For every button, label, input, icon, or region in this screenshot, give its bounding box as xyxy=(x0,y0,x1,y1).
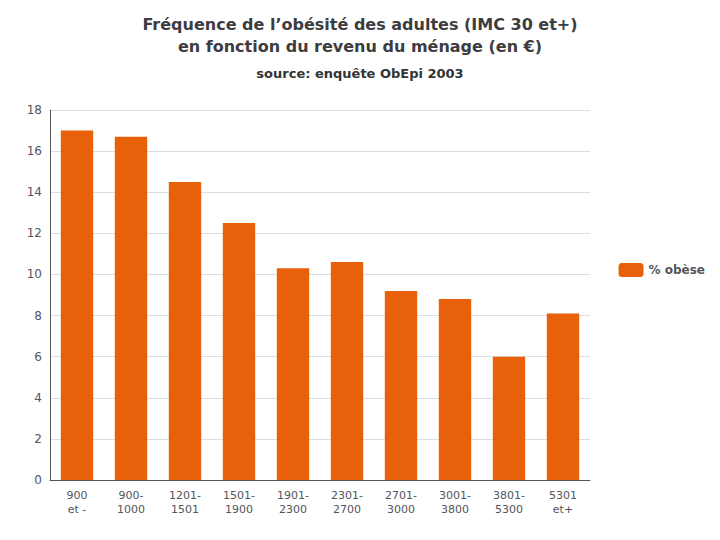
svg-text:6: 6 xyxy=(34,350,42,364)
svg-text:900-: 900- xyxy=(119,489,144,502)
svg-text:2300: 2300 xyxy=(279,503,307,516)
svg-text:1501-: 1501- xyxy=(223,489,255,502)
svg-text:2301-: 2301- xyxy=(331,489,363,502)
svg-text:2701-: 2701- xyxy=(385,489,417,502)
svg-text:1501: 1501 xyxy=(171,503,199,516)
svg-text:1000: 1000 xyxy=(117,503,145,516)
svg-text:1901-: 1901- xyxy=(277,489,309,502)
svg-text:0: 0 xyxy=(34,473,42,487)
svg-text:Fréquence de l’obésité des adu: Fréquence de l’obésité des adultes (IMC … xyxy=(142,15,577,34)
svg-text:2: 2 xyxy=(34,432,42,446)
svg-text:3800: 3800 xyxy=(441,503,469,516)
svg-text:en fonction du revenu du ménag: en fonction du revenu du ménage (en €) xyxy=(178,37,542,56)
svg-text:2700: 2700 xyxy=(333,503,361,516)
svg-text:18: 18 xyxy=(27,103,42,117)
svg-text:8: 8 xyxy=(34,309,42,323)
svg-text:14: 14 xyxy=(27,185,42,199)
svg-text:3801-: 3801- xyxy=(493,489,525,502)
svg-text:10: 10 xyxy=(27,267,42,281)
svg-text:% obèse: % obèse xyxy=(649,263,705,277)
svg-text:5300: 5300 xyxy=(495,503,523,516)
svg-text:1900: 1900 xyxy=(225,503,253,516)
svg-text:et -: et - xyxy=(68,503,87,516)
svg-text:16: 16 xyxy=(27,144,42,158)
svg-text:source: enquête ObEpi 2003: source: enquête ObEpi 2003 xyxy=(256,66,463,81)
svg-text:3000: 3000 xyxy=(387,503,415,516)
svg-text:4: 4 xyxy=(34,391,42,405)
svg-text:et+: et+ xyxy=(553,503,573,516)
svg-text:5301: 5301 xyxy=(549,489,577,502)
svg-text:3001-: 3001- xyxy=(439,489,471,502)
svg-text:1201-: 1201- xyxy=(169,489,201,502)
svg-text:900: 900 xyxy=(67,489,88,502)
svg-text:12: 12 xyxy=(27,226,42,240)
